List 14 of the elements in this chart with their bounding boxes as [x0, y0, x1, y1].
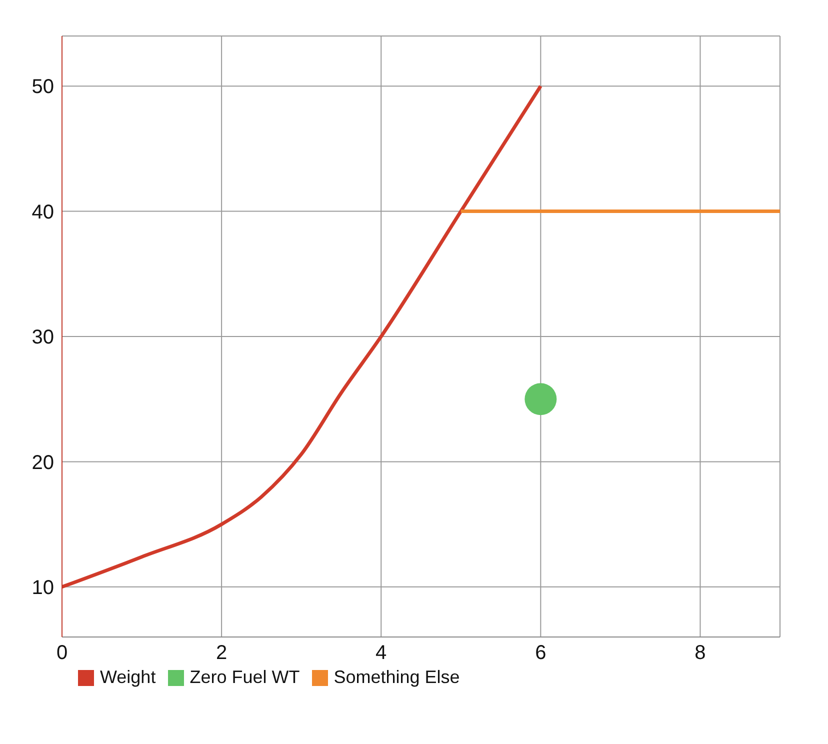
legend-label: Something Else: [332, 667, 460, 688]
line-series: [62, 84, 542, 589]
legend-label: Zero Fuel WT: [188, 667, 300, 688]
x-tick-label: 8: [694, 642, 706, 664]
x-tick-label: 4: [376, 642, 387, 664]
x-tick-label: 2: [216, 642, 228, 664]
y-tick-label: 20: [32, 452, 54, 474]
x-tick-label: 6: [535, 642, 546, 664]
legend-label: Weight: [99, 667, 156, 688]
y-tick-label: 10: [32, 577, 54, 600]
y-tick-label: 40: [32, 201, 54, 224]
y-tick-label: 50: [32, 76, 54, 98]
y-tick-label: 30: [32, 326, 54, 349]
x-tick-label: 0: [56, 642, 68, 664]
